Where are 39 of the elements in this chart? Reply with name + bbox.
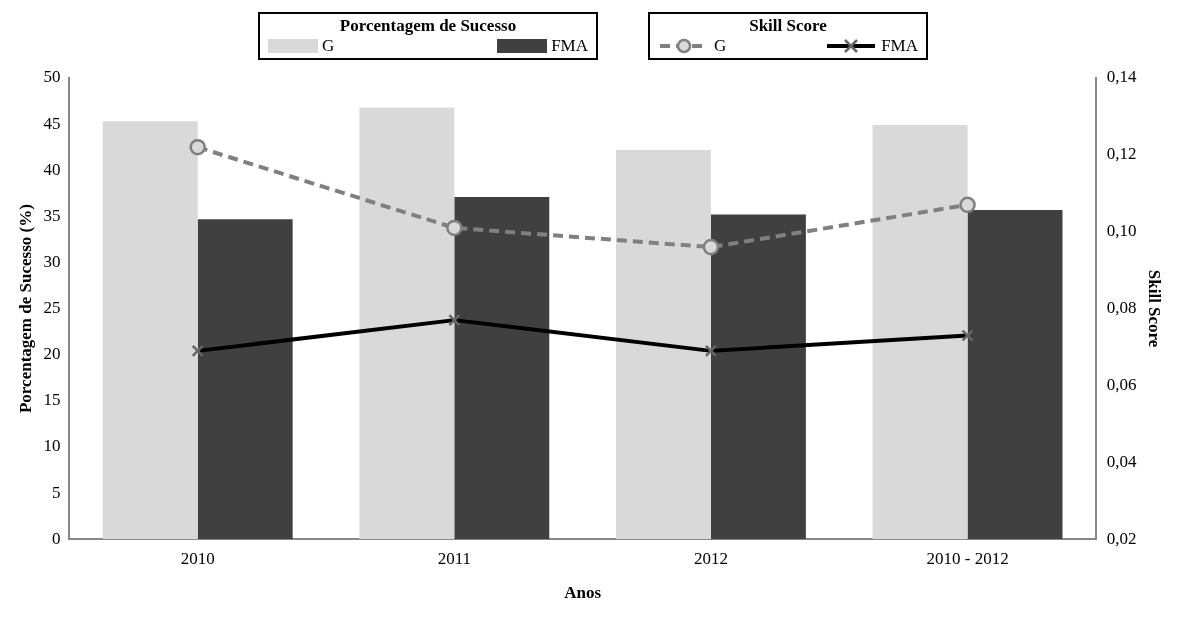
point: [702, 238, 720, 256]
y-axis-title: Porcentagem de Sucesso (%): [15, 204, 35, 414]
x-tick-label: 2011: [437, 548, 472, 568]
legend-title: Porcentagem de Sucesso: [338, 16, 518, 36]
y-tick-label: 50: [43, 67, 61, 87]
y-tick-label: 10: [43, 436, 61, 456]
bar: [710, 214, 806, 540]
y2-tick-label: 0,14: [1106, 67, 1138, 87]
legend-label: FMA: [880, 36, 918, 56]
y2-tick-label: 0,10: [1106, 221, 1137, 241]
x-tick-label: 2010: [180, 548, 215, 568]
x-tick-label: 2010 - 2012: [926, 548, 1009, 568]
legend-label: G: [713, 36, 727, 56]
y-tick-label: 45: [43, 113, 61, 133]
point: [446, 219, 463, 237]
y-tick-label: 25: [43, 298, 61, 318]
y-tick-label: 20: [43, 344, 61, 364]
legend-label: FMA: [550, 36, 588, 56]
point: [959, 196, 976, 214]
bar: [454, 196, 550, 540]
point: [189, 138, 206, 156]
y-tick-label: 5: [51, 482, 61, 502]
y2-tick-label: 0,12: [1106, 144, 1137, 164]
y2-tick-label: 0,06: [1106, 374, 1137, 394]
y-tick-label: 15: [43, 390, 61, 410]
y2-tick-label: 0,04: [1106, 451, 1138, 471]
y-tick-label: 0: [51, 528, 61, 548]
y-tick-label: 35: [43, 205, 61, 225]
y-tick-label: 40: [43, 159, 61, 179]
y2-axis-title: Skill Score: [1145, 269, 1165, 348]
y2-tick-label: 0,02: [1106, 528, 1137, 548]
text: Skill Score: [748, 16, 828, 36]
y2-tick-label: 0,08: [1106, 298, 1137, 318]
bar: [197, 219, 293, 540]
x-tick-label: 2012: [693, 548, 728, 568]
legend-label: G: [321, 36, 335, 56]
x-axis-title: Anos: [564, 583, 602, 603]
bar: [967, 209, 1063, 540]
y-tick-label: 30: [43, 251, 61, 271]
